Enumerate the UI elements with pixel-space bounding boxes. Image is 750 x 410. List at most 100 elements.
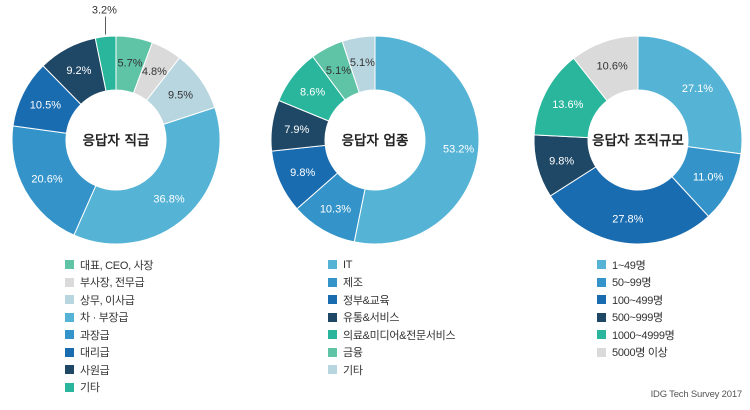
value-label-2-1: 11.0% xyxy=(693,171,724,183)
legend-label: 1~49명 xyxy=(612,259,646,272)
value-label-1-0: 53.2% xyxy=(443,143,474,155)
value-label-0-5: 10.5% xyxy=(30,100,61,112)
legend-item: 기타 xyxy=(65,379,153,397)
value-label-0-0: 5.7% xyxy=(117,57,142,69)
legend-item: 100~499명 xyxy=(597,291,675,309)
legend-label: 차 · 부장급 xyxy=(80,312,129,325)
legend-swatch xyxy=(597,295,606,305)
legend-swatch xyxy=(65,277,74,287)
legend-label: 1000~4999명 xyxy=(612,329,675,342)
legend-label: 정부&교육 xyxy=(343,294,390,307)
legend-item: 과장급 xyxy=(65,326,153,344)
slice-0-7 xyxy=(94,35,117,92)
legend-swatch xyxy=(328,312,337,322)
legend-label: 의료&미디어&전문서비스 xyxy=(343,329,456,342)
legend-item: 500~999명 xyxy=(597,309,675,327)
legend-item: 1000~4999명 xyxy=(597,326,675,344)
legend-swatch xyxy=(65,382,74,392)
legend-label: 5000명 이상 xyxy=(612,347,668,360)
value-label-0-1: 4.8% xyxy=(142,66,167,78)
value-label-0-3: 36.8% xyxy=(153,194,184,206)
legend-label: 금융 xyxy=(343,347,363,360)
chart-title-2: 응답자 조직규모 xyxy=(592,132,684,149)
legend-label: 대리급 xyxy=(80,347,110,360)
value-label-0-4: 20.6% xyxy=(31,173,62,185)
legend-item: 차 · 부장급 xyxy=(65,309,153,327)
legend-label: 상무, 이사급 xyxy=(80,294,135,307)
slice-2-2 xyxy=(549,166,710,245)
legend-swatch xyxy=(65,312,74,322)
legend-item: 5000명 이상 xyxy=(597,344,675,362)
legend-item: 1~49명 xyxy=(597,256,675,274)
legend-item: 금융 xyxy=(328,344,455,362)
legend-item: IT xyxy=(328,256,455,274)
legend-item: 유통&서비스 xyxy=(328,309,455,327)
donut-chart-0: 5.7%4.8%9.5% 36.8% 20.6% 10.5% 9.2% 3.2% 응답자 직… xyxy=(11,5,221,245)
legend-swatch xyxy=(328,277,337,287)
legend-item: 부사장, 전무급 xyxy=(65,274,153,292)
legend-swatch xyxy=(597,312,606,322)
value-label-0-2: 9.5% xyxy=(168,89,193,101)
legend-item: 대리급 xyxy=(65,344,153,362)
legend-swatch xyxy=(65,330,74,340)
value-label-1-2: 9.8% xyxy=(290,167,315,179)
legend-item: 50~99명 xyxy=(597,274,675,292)
legend-swatch xyxy=(65,347,74,357)
slice-2-0 xyxy=(637,35,743,155)
legend-swatch xyxy=(597,347,606,357)
legend-swatch xyxy=(328,260,337,270)
legend-label: 50~99명 xyxy=(612,277,652,290)
slice-1-0 xyxy=(353,35,480,245)
legend-label: 100~499명 xyxy=(612,294,663,307)
chart-title-0: 응답자 직급 xyxy=(83,132,150,149)
legend-org-size: 1~49명 50~99명 100~499명 500~999명 1000~4999명 500… xyxy=(597,256,675,361)
value-label-2-3: 9.8% xyxy=(549,155,574,167)
legend-label: 유통&서비스 xyxy=(343,312,400,325)
value-label-2-5: 10.6% xyxy=(597,60,628,72)
legend-swatch xyxy=(597,330,606,340)
legend-item: 사원급 xyxy=(65,361,153,379)
legend-label: 부사장, 전무급 xyxy=(80,277,145,290)
donut-chart-1: 53.2%10.3%9.8%7.9%8.6%5.1%5.1%응답자 업종 xyxy=(270,35,480,245)
slice-2-5 xyxy=(572,35,639,102)
legend-swatch xyxy=(597,260,606,270)
slice-0-3 xyxy=(73,106,221,245)
legend-swatch xyxy=(65,295,74,305)
legend-label: 과장급 xyxy=(80,329,110,342)
legend-item: 제조 xyxy=(328,274,455,292)
legend-label: 500~999명 xyxy=(612,312,663,325)
legend-swatch xyxy=(328,330,337,340)
legend-item: 대표, CEO, 사장 xyxy=(65,256,154,274)
value-label-2-4: 13.6% xyxy=(552,99,583,111)
value-label-0-6: 9.2% xyxy=(66,65,91,77)
legend-label: 기타 xyxy=(343,364,363,377)
chart-title-1: 응답자 업종 xyxy=(342,132,409,149)
value-label-1-3: 7.9% xyxy=(284,124,309,136)
value-label-1-5: 5.1% xyxy=(326,65,351,77)
legend-item: 정부&교육 xyxy=(328,291,455,309)
donut-chart-2: 27.1% 11.0% 27.8% 9.8% 13.6% 10.6% 응답자 조직규모 xyxy=(533,35,743,245)
value-label-1-4: 8.6% xyxy=(300,87,325,99)
value-label-1-1: 10.3% xyxy=(320,203,351,215)
slice-1-6 xyxy=(341,35,376,94)
legend-item: 기타 xyxy=(328,361,455,379)
legend-swatch xyxy=(328,295,337,305)
legend-label: 제조 xyxy=(343,277,363,290)
legend-item: 의료&미디어&전문서비스 xyxy=(328,326,456,344)
legend-swatch xyxy=(328,365,337,375)
legend-swatch xyxy=(65,365,74,375)
legend-label: 사원급 xyxy=(80,364,110,377)
legend-label: 대표, CEO, 사장 xyxy=(80,259,154,272)
legend-item: 상무, 이사급 xyxy=(65,291,153,309)
legend-swatch xyxy=(328,347,337,357)
slice-0-4 xyxy=(11,125,97,236)
source-note: IDG Tech Survey 2017 xyxy=(650,389,743,400)
legend-swatch xyxy=(597,277,606,287)
value-label-1-6: 5.1% xyxy=(350,57,375,69)
legend-swatch xyxy=(65,260,74,270)
value-label-2-2: 27.8% xyxy=(612,213,643,225)
legend-label: 기타 xyxy=(80,382,100,395)
